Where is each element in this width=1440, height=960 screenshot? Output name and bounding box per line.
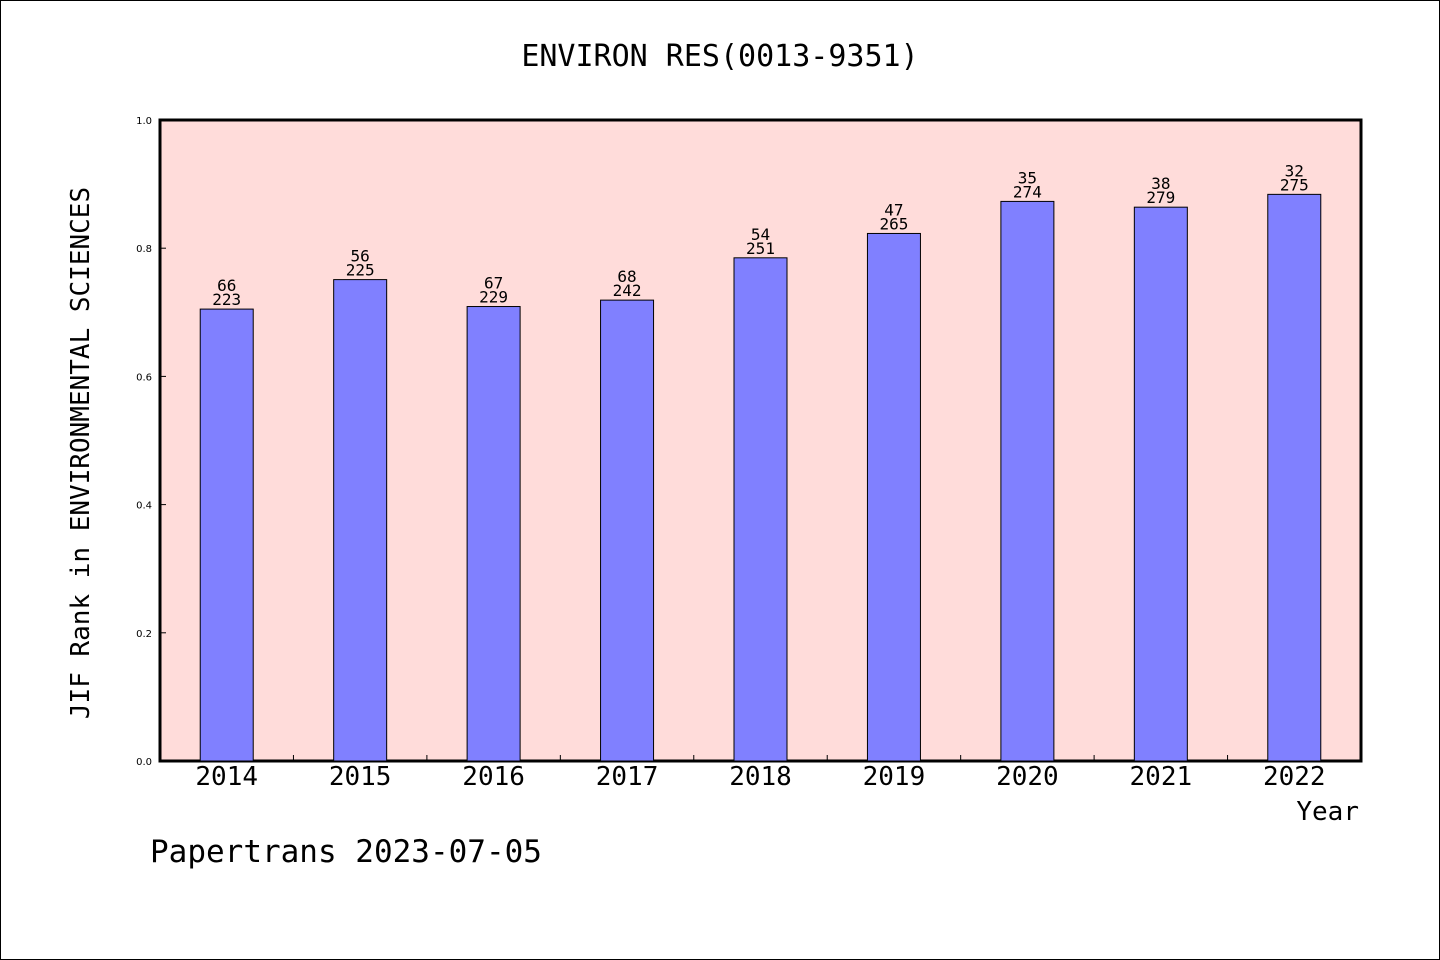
bar-total-label: 265 [879, 214, 908, 233]
y-tick-label: 0.4 [136, 501, 152, 512]
bar-2022 [1267, 193, 1322, 762]
bar-rank-label: 67 [484, 274, 503, 293]
bar-rank-label: 47 [884, 200, 903, 219]
bar-rank-label: 35 [1018, 168, 1037, 187]
bar-2019 [866, 232, 921, 762]
y-tick-label: 0.2 [136, 629, 152, 640]
x-tick-label: 2020 [996, 762, 1059, 792]
bar-total-label: 229 [479, 288, 508, 307]
bar-2016 [466, 306, 521, 762]
x-tick-label: 2016 [462, 762, 525, 792]
bar-rank-label: 54 [751, 225, 770, 244]
x-tick-label: 2014 [195, 762, 258, 792]
y-tick-label: 0.8 [136, 244, 152, 255]
bar-total-label: 225 [346, 261, 375, 280]
x-tick-label: 2019 [863, 762, 926, 792]
x-tick-label: 2017 [596, 762, 659, 792]
y-axis-ticks: 0.0 0.2 0.4 0.6 0.8 1.0 [136, 116, 166, 768]
bar-total-label: 223 [212, 290, 241, 309]
x-tick-label: 2021 [1130, 762, 1193, 792]
bar-2017 [600, 299, 655, 762]
footer-caption: Papertrans 2023-07-05 [150, 834, 542, 870]
bar-2018 [733, 257, 788, 762]
x-tick-label: 2022 [1263, 762, 1326, 792]
y-tick-label: 0.0 [136, 757, 152, 768]
x-tick-label: 2018 [729, 762, 792, 792]
bar-2014 [199, 308, 254, 762]
bar-total-label: 275 [1280, 175, 1309, 194]
bar-rank-label: 32 [1285, 161, 1304, 180]
bar-total-label: 251 [746, 239, 775, 258]
bar-rank-label: 56 [351, 247, 370, 266]
bar-total-label: 279 [1146, 188, 1175, 207]
bar-total-label: 242 [613, 281, 642, 300]
chart-title: ENVIRON RES(0013-9351) [521, 39, 918, 74]
y-tick-label: 0.6 [136, 372, 152, 383]
bar-2015 [333, 279, 388, 762]
bar-total-label: 274 [1013, 182, 1042, 201]
bar-rank-label: 66 [217, 276, 236, 295]
x-tick-label: 2015 [329, 762, 392, 792]
bar-2021 [1133, 206, 1188, 762]
y-tick-label: 1.0 [136, 116, 152, 127]
x-axis-ticks: 2014 2015 2016 2017 2018 2019 2020 2021 2022 [195, 755, 1326, 792]
bar-rank-label: 38 [1151, 174, 1170, 193]
y-axis-label: JIF Rank in ENVIRONMENTAL SCIENCES [66, 187, 96, 719]
bar-2020 [1000, 200, 1055, 762]
x-axis-label: Year [1296, 797, 1359, 827]
bar-rank-label: 68 [617, 267, 636, 286]
